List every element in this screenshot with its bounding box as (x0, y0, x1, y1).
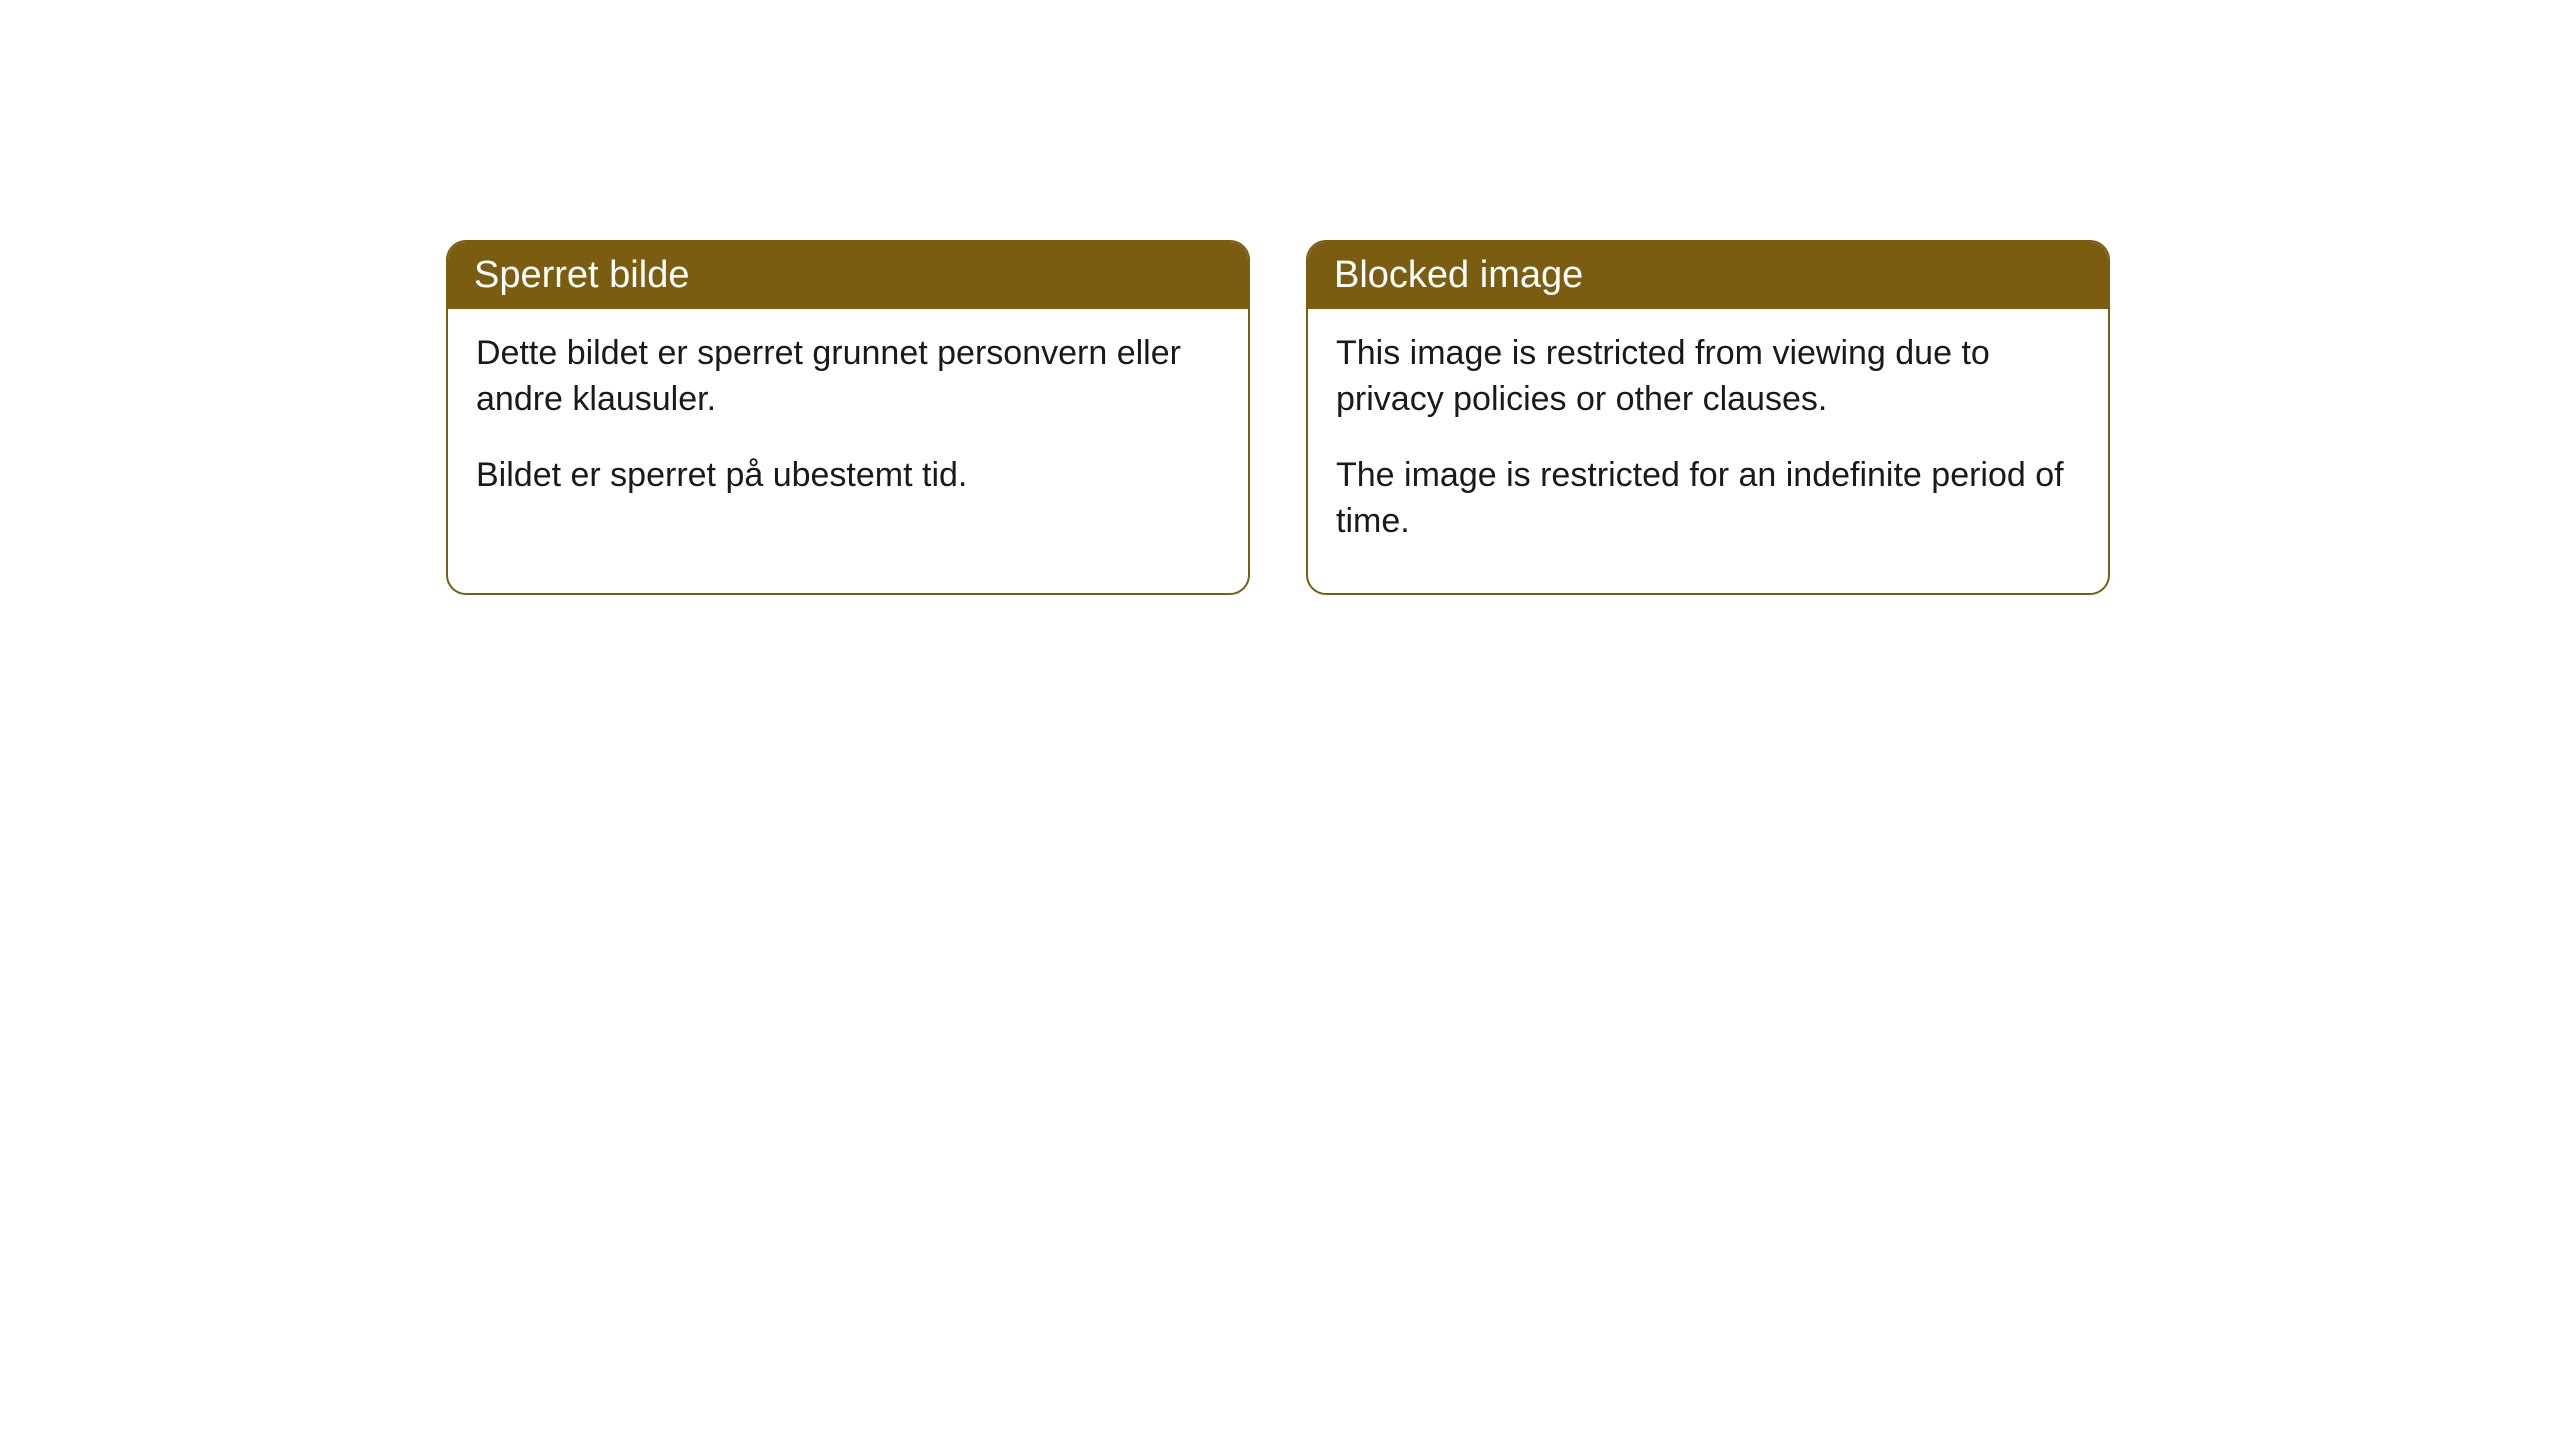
card-header: Blocked image (1308, 242, 2108, 309)
card-header: Sperret bilde (448, 242, 1248, 309)
card-paragraph: This image is restricted from viewing du… (1336, 331, 2080, 423)
card-title: Sperret bilde (474, 254, 689, 296)
blocked-image-card-english: Blocked image This image is restricted f… (1306, 240, 2110, 595)
card-paragraph: Bildet er sperret på ubestemt tid. (476, 453, 1220, 499)
card-title: Blocked image (1334, 254, 1583, 296)
card-paragraph: Dette bildet er sperret grunnet personve… (476, 331, 1220, 423)
card-paragraph: The image is restricted for an indefinit… (1336, 453, 2080, 545)
card-body: This image is restricted from viewing du… (1308, 309, 2108, 593)
cards-container: Sperret bilde Dette bildet er sperret gr… (446, 240, 2110, 595)
blocked-image-card-norwegian: Sperret bilde Dette bildet er sperret gr… (446, 240, 1250, 595)
card-body: Dette bildet er sperret grunnet personve… (448, 309, 1248, 547)
